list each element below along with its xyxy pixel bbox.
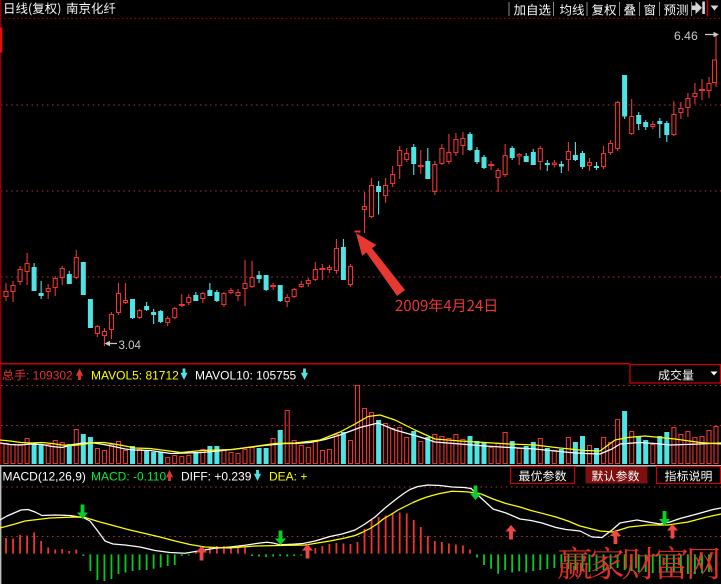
svg-text:MACD: -0.110: MACD: -0.110 [91, 470, 166, 484]
svg-text:MACD(12,26,9): MACD(12,26,9) [3, 470, 86, 484]
svg-text:6.46: 6.46 [674, 29, 698, 43]
svg-text:3.04: 3.04 [119, 340, 142, 352]
svg-text:DIFF: +0.239: DIFF: +0.239 [181, 470, 252, 484]
svg-text:MAVOL10: 105755: MAVOL10: 105755 [195, 369, 297, 383]
svg-text:DEA: +: DEA: + [269, 470, 307, 484]
svg-text:MAVOL5: 81712: MAVOL5: 81712 [91, 369, 179, 383]
svg-text:: 109302: : 109302 [26, 369, 73, 383]
